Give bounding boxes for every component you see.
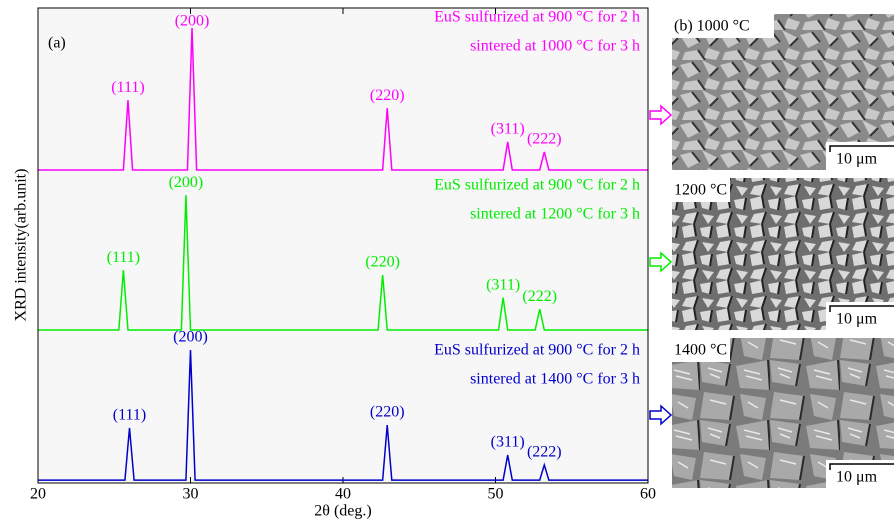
peak-label: (200) bbox=[173, 329, 208, 346]
legend-text: sintered at 1200 °C for 3 h bbox=[470, 206, 640, 223]
peak-label: (311) bbox=[491, 434, 525, 451]
peak-label: (311) bbox=[491, 121, 525, 138]
arrow bbox=[650, 406, 671, 424]
x-tick-label: 40 bbox=[335, 486, 351, 503]
peak-label: (220) bbox=[370, 87, 405, 104]
figure: 2030405060(111)(200)(220)(311)(222)EuS s… bbox=[0, 0, 894, 523]
x-tick-label: 60 bbox=[640, 486, 656, 503]
peak-label: (222) bbox=[522, 288, 557, 305]
sem-label: 1400 °C bbox=[674, 342, 727, 359]
x-tick-label: 50 bbox=[488, 486, 504, 503]
peak-label: (111) bbox=[111, 79, 144, 96]
legend-text: EuS sulfurized at 900 °C for 2 h bbox=[434, 177, 640, 194]
peak-label: (111) bbox=[113, 407, 146, 424]
scale-bar-label: 10 μm bbox=[836, 469, 878, 486]
peak-label: (200) bbox=[175, 13, 210, 30]
panel-label: (a) bbox=[48, 35, 66, 52]
peak-label: (220) bbox=[365, 254, 400, 271]
peak-label: (220) bbox=[370, 404, 405, 421]
legend-text: EuS sulfurized at 900 °C for 2 h bbox=[434, 342, 640, 359]
peak-label: (200) bbox=[169, 174, 204, 191]
scale-bar-label: 10 μm bbox=[836, 311, 878, 328]
arrow bbox=[650, 106, 671, 124]
sem-label: 1200 °C bbox=[674, 182, 727, 199]
x-axis-label: 2θ (deg.) bbox=[314, 503, 371, 520]
peak-label: (111) bbox=[107, 249, 140, 266]
legend-text: sintered at 1000 °C for 3 h bbox=[470, 38, 640, 55]
peak-label: (222) bbox=[527, 131, 562, 148]
legend-text: sintered at 1400 °C for 3 h bbox=[470, 371, 640, 388]
scale-bar-label: 10 μm bbox=[836, 151, 878, 168]
y-axis-label: XRD intensity(arb.unit) bbox=[13, 169, 30, 322]
sem-label: (b) 1000 °C bbox=[674, 18, 750, 35]
x-tick-label: 20 bbox=[30, 486, 46, 503]
arrow bbox=[650, 253, 671, 271]
x-tick-label: 30 bbox=[183, 486, 199, 503]
peak-label: (222) bbox=[527, 444, 562, 461]
legend-text: EuS sulfurized at 900 °C for 2 h bbox=[434, 9, 640, 26]
peak-label: (311) bbox=[486, 276, 520, 293]
